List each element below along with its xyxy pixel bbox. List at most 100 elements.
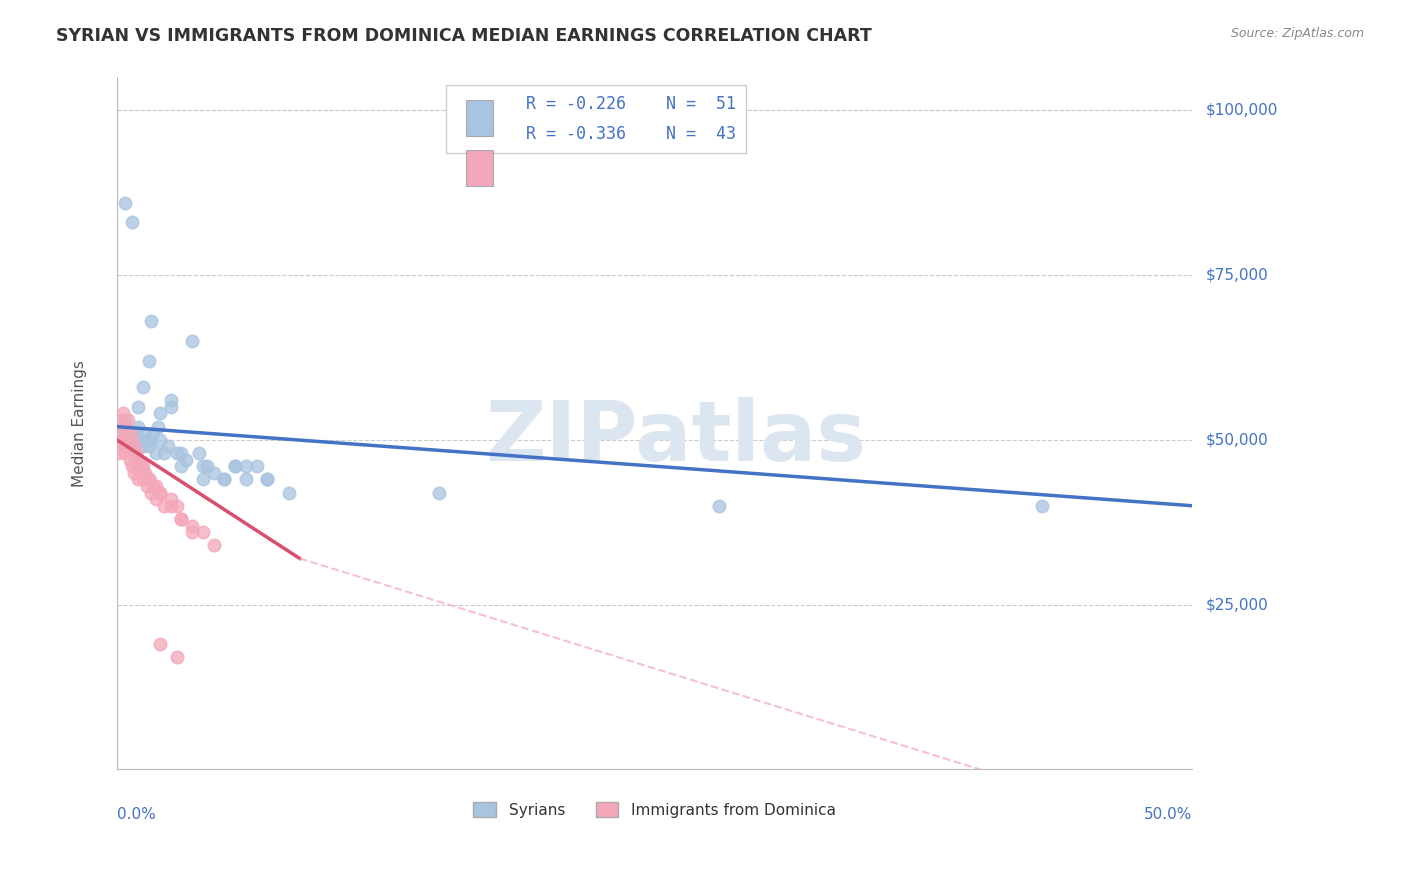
Point xyxy=(108,446,131,460)
Point xyxy=(108,426,131,441)
Point xyxy=(110,433,132,447)
Point xyxy=(127,452,149,467)
Text: $100,000: $100,000 xyxy=(1206,103,1278,118)
Point xyxy=(149,485,172,500)
Point xyxy=(235,472,257,486)
Point xyxy=(166,650,188,665)
Point xyxy=(121,459,143,474)
Point xyxy=(157,439,180,453)
Point xyxy=(125,446,148,460)
FancyBboxPatch shape xyxy=(467,100,494,136)
Point xyxy=(149,485,172,500)
Point xyxy=(181,525,204,540)
Point xyxy=(134,426,156,441)
Point xyxy=(187,446,209,460)
Point xyxy=(142,479,165,493)
Point xyxy=(131,472,153,486)
Point xyxy=(191,472,214,486)
Point xyxy=(707,499,730,513)
Point xyxy=(191,459,214,474)
Text: 0.0%: 0.0% xyxy=(117,807,156,822)
Point xyxy=(149,433,172,447)
Point xyxy=(129,459,152,474)
Point xyxy=(149,407,172,421)
Point xyxy=(129,433,152,447)
Legend: Syrians, Immigrants from Dominica: Syrians, Immigrants from Dominica xyxy=(467,796,842,824)
Point xyxy=(256,472,278,486)
Text: $75,000: $75,000 xyxy=(1206,268,1268,283)
Point xyxy=(146,419,169,434)
Point xyxy=(114,446,136,460)
Text: Source: ZipAtlas.com: Source: ZipAtlas.com xyxy=(1230,27,1364,40)
Point xyxy=(108,426,131,441)
Point xyxy=(121,433,143,447)
Point xyxy=(159,393,181,408)
Point xyxy=(110,413,132,427)
Point xyxy=(278,485,301,500)
Point xyxy=(170,512,193,526)
Point xyxy=(112,419,135,434)
Point xyxy=(122,446,145,460)
Point xyxy=(170,446,193,460)
Point xyxy=(114,413,136,427)
Point xyxy=(112,407,135,421)
Point xyxy=(127,472,149,486)
Point xyxy=(174,452,197,467)
Point xyxy=(224,459,246,474)
Text: 50.0%: 50.0% xyxy=(1144,807,1192,822)
Point xyxy=(153,499,176,513)
Point xyxy=(1031,499,1053,513)
Point xyxy=(138,353,160,368)
Point xyxy=(166,446,188,460)
Point xyxy=(141,314,163,328)
Point xyxy=(429,485,451,500)
Point xyxy=(131,380,153,394)
Text: R = -0.226    N =  51
       R = -0.336    N =  43: R = -0.226 N = 51 R = -0.336 N = 43 xyxy=(456,95,735,144)
Text: $50,000: $50,000 xyxy=(1206,433,1268,448)
Point xyxy=(131,439,153,453)
Point xyxy=(141,485,163,500)
Point xyxy=(159,400,181,414)
Point xyxy=(114,195,136,210)
Point xyxy=(138,472,160,486)
Point xyxy=(181,518,204,533)
Point xyxy=(214,472,236,486)
Point xyxy=(122,439,145,453)
Point xyxy=(141,433,163,447)
Point xyxy=(117,439,139,453)
Point xyxy=(159,492,181,507)
Point xyxy=(114,419,136,434)
Point xyxy=(145,479,167,493)
Point xyxy=(136,479,159,493)
Point xyxy=(202,538,225,552)
Text: ZIPatlas: ZIPatlas xyxy=(485,397,866,478)
Point xyxy=(118,433,141,447)
Point xyxy=(117,413,139,427)
Point xyxy=(122,466,145,480)
Point xyxy=(202,466,225,480)
Point xyxy=(166,499,188,513)
Point xyxy=(127,452,149,467)
Point xyxy=(149,637,172,651)
Point xyxy=(125,433,148,447)
Point xyxy=(134,466,156,480)
Point xyxy=(145,446,167,460)
Point xyxy=(131,459,153,474)
Point xyxy=(224,459,246,474)
Point xyxy=(112,433,135,447)
Point xyxy=(181,334,204,348)
Text: $25,000: $25,000 xyxy=(1206,597,1268,612)
Point xyxy=(214,472,236,486)
FancyBboxPatch shape xyxy=(467,150,494,186)
Point xyxy=(127,419,149,434)
Point xyxy=(121,426,143,441)
Point xyxy=(127,400,149,414)
Point xyxy=(136,433,159,447)
Point xyxy=(191,525,214,540)
Point xyxy=(138,472,160,486)
Point xyxy=(159,499,181,513)
Point xyxy=(145,492,167,507)
Point xyxy=(256,472,278,486)
Point xyxy=(170,459,193,474)
Point xyxy=(110,439,132,453)
